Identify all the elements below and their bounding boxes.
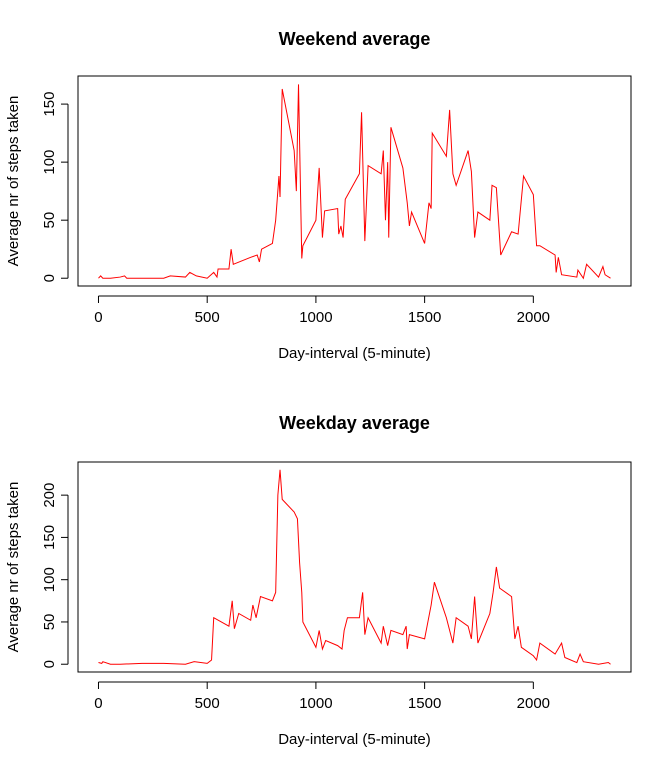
x-axis-label: Day-interval (5-minute) <box>278 731 431 748</box>
x-tick-label: 2000 <box>517 695 550 712</box>
y-axis-label: Average nr of steps taken <box>5 96 22 267</box>
x-tick-label: 1500 <box>408 695 441 712</box>
data-line <box>98 469 611 665</box>
plot-frame <box>77 461 632 673</box>
y-tick-label: 200 <box>41 483 58 508</box>
chart-title: Weekend average <box>279 29 431 49</box>
x-tick-label: 2000 <box>517 309 550 326</box>
chart-title: Weekday average <box>279 413 430 433</box>
x-tick-label: 0 <box>94 695 102 712</box>
y-tick-label: 50 <box>41 212 58 229</box>
x-tick-label: 1500 <box>408 309 441 326</box>
y-tick-label: 150 <box>41 525 58 550</box>
y-tick-label: 50 <box>41 614 58 631</box>
y-tick-label: 150 <box>41 92 58 117</box>
plot-frame <box>77 75 632 287</box>
x-tick-label: 500 <box>195 695 220 712</box>
y-tick-label: 100 <box>41 150 58 175</box>
x-tick-label: 500 <box>195 309 220 326</box>
x-tick-label: 1000 <box>299 309 332 326</box>
y-axis-label: Average nr of steps taken <box>5 482 22 653</box>
x-axis-label: Day-interval (5-minute) <box>278 345 431 362</box>
y-tick-label: 100 <box>41 567 58 592</box>
data-line <box>98 84 611 280</box>
y-tick-label: 0 <box>41 660 58 668</box>
x-tick-label: 1000 <box>299 695 332 712</box>
x-tick-label: 0 <box>94 309 102 326</box>
y-tick-label: 0 <box>41 274 58 282</box>
